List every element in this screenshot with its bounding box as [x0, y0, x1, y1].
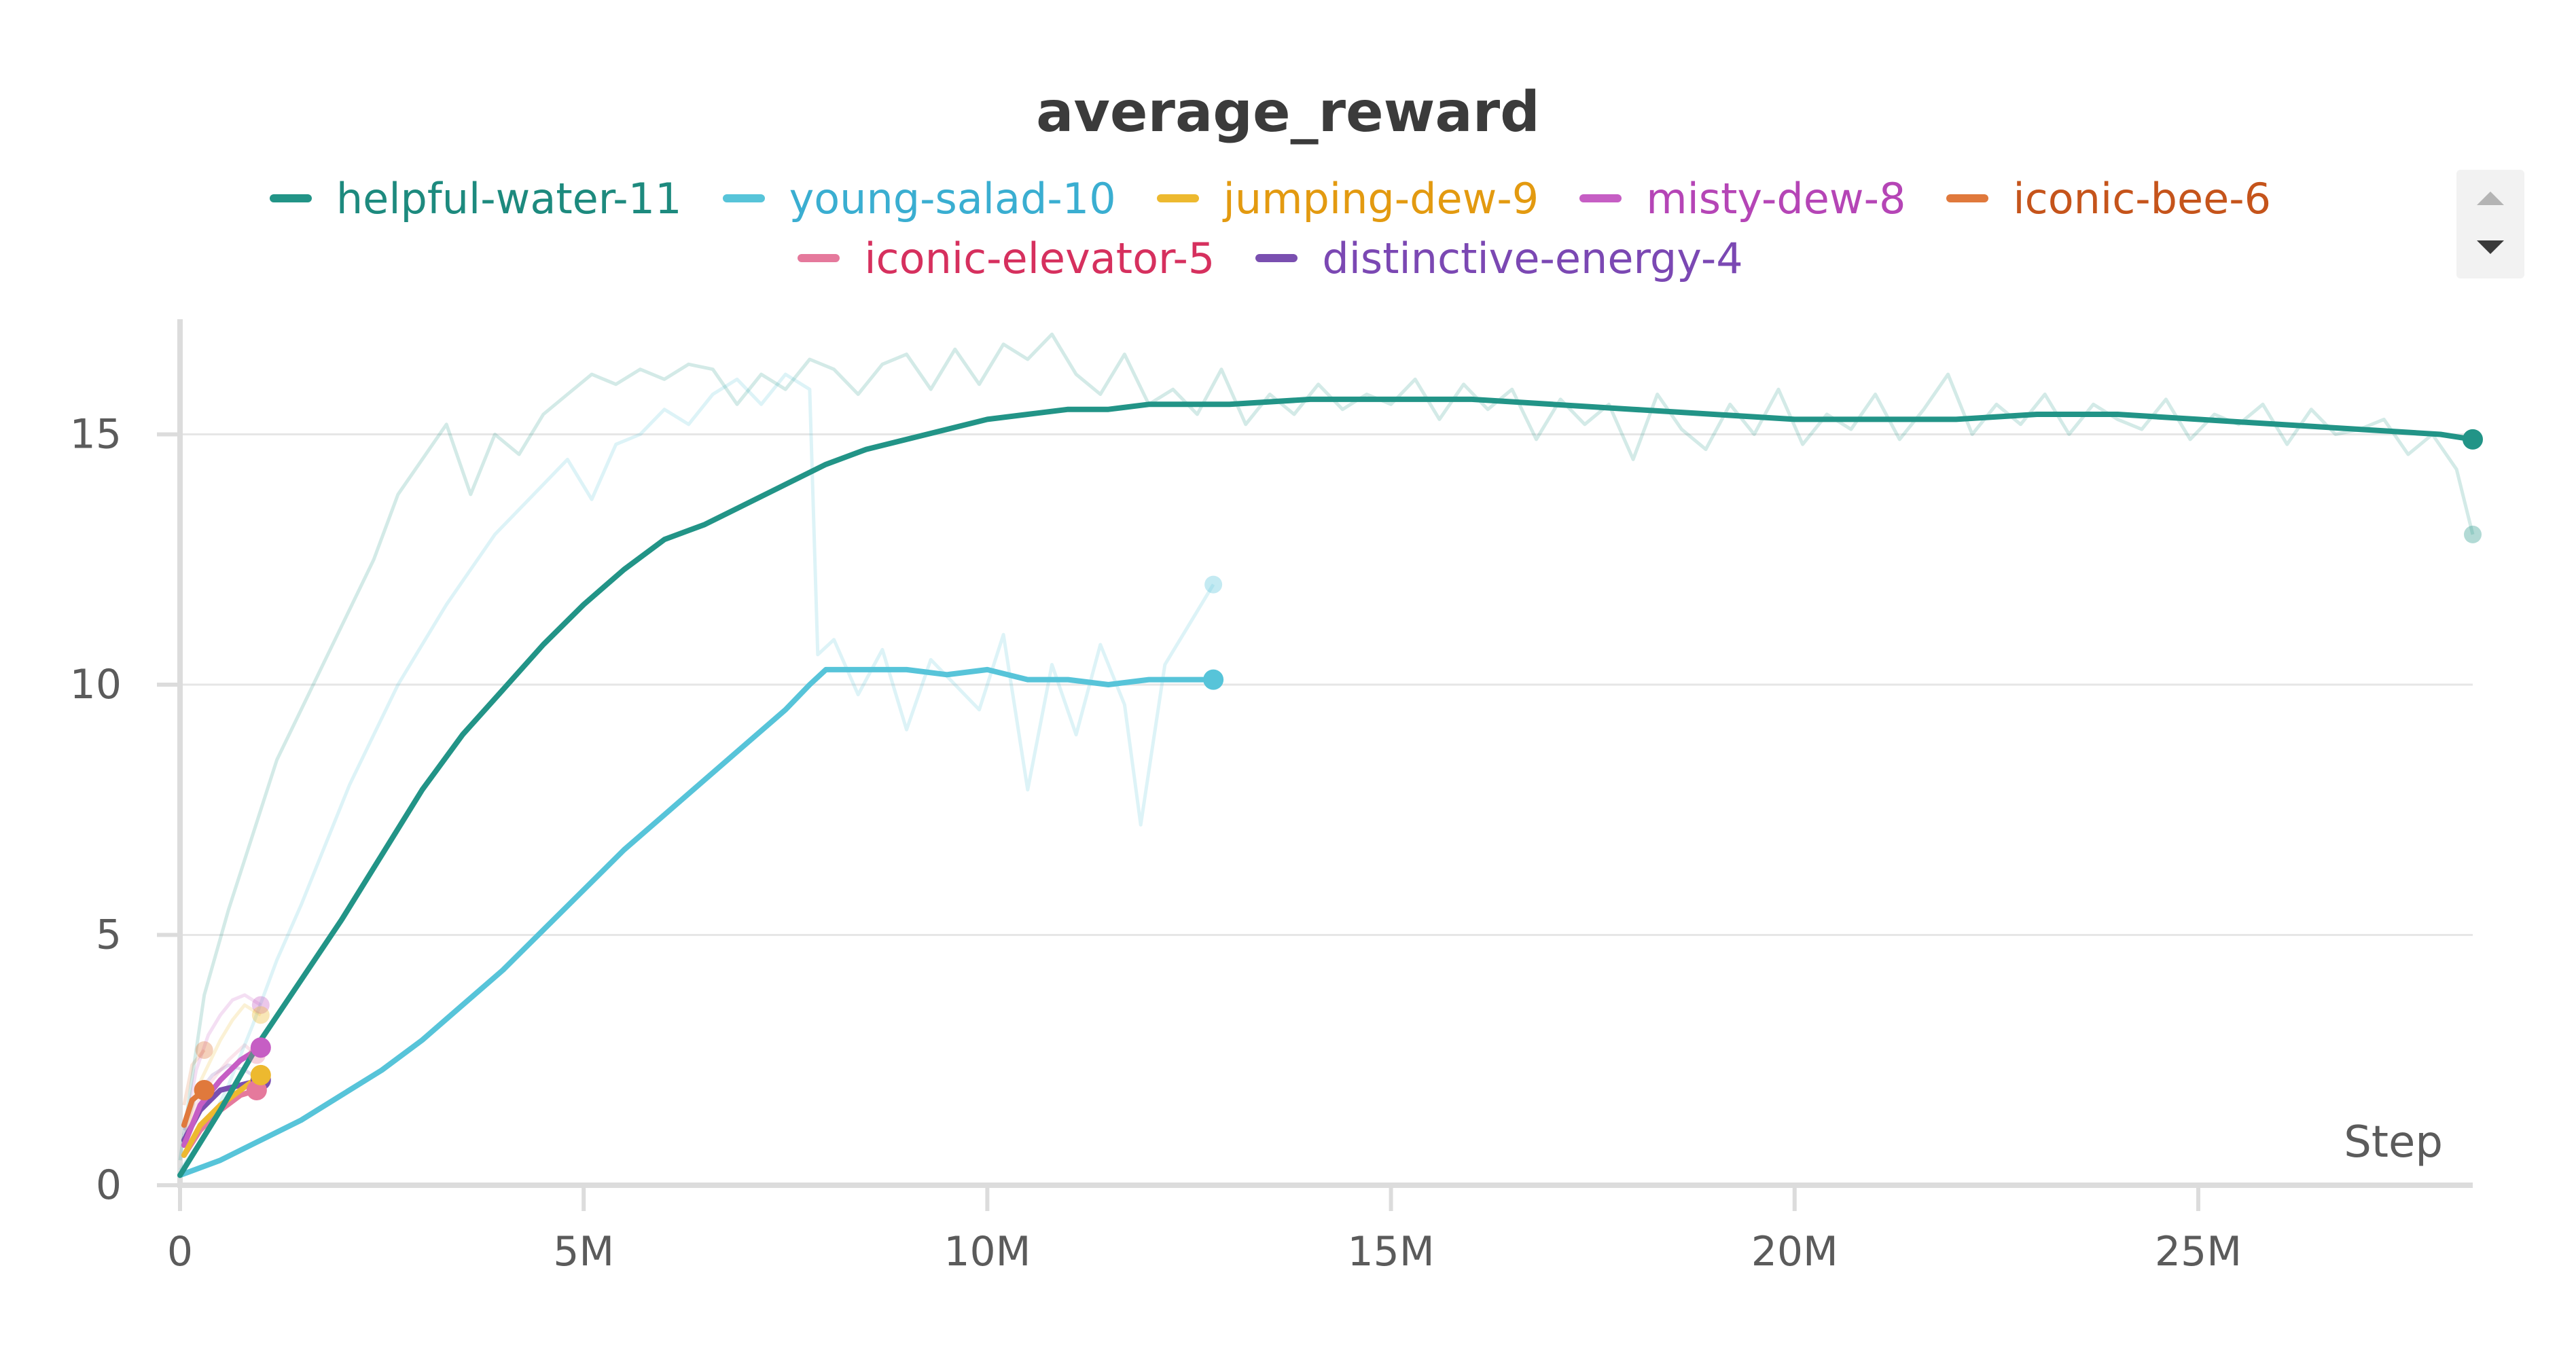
raw-end-point-jumping-dew-9 — [251, 1006, 270, 1024]
legend-item-jumping-dew-9[interactable]: jumping-dew-9 — [1156, 173, 1539, 223]
raw-line-iconic-bee-6 — [182, 1049, 206, 1106]
legend-item-iconic-bee-6[interactable]: iconic-bee-6 — [1946, 174, 2271, 223]
x-tick-label: 15M — [1348, 1228, 1435, 1276]
end-point-iconic-bee-6 — [194, 1079, 215, 1100]
end-point-helpful-water-11 — [2463, 429, 2483, 450]
grid-lines — [180, 433, 2473, 937]
legend-label: young-salad-10 — [789, 173, 1116, 223]
triangle-up-icon — [2477, 192, 2504, 205]
legend-swatch — [1156, 194, 1199, 202]
legend-item-distinctive-energy-4[interactable]: distinctive-energy-4 — [1255, 233, 1743, 283]
legend-item-young-salad-10[interactable]: young-salad-10 — [722, 173, 1116, 223]
legend-row: iconic-elevator-5 distinctive-energy-4 — [224, 228, 2316, 288]
smoothed-series-lines — [177, 396, 2475, 1178]
tick-labels: 0 5M 10M 15M 20M 25M 0 5 10 15 — [70, 411, 2242, 1276]
legend-swatch — [1946, 194, 1989, 202]
legend-label: distinctive-energy-4 — [1322, 233, 1743, 283]
x-tick-label: 25M — [2155, 1228, 2242, 1276]
line-misty-dew-8 — [181, 1045, 264, 1148]
x-tick-label: 0 — [167, 1228, 193, 1276]
legend-scroll-down-button[interactable] — [2456, 224, 2524, 278]
y-tick-label: 10 — [70, 661, 122, 708]
x-tick-label: 10M — [944, 1228, 1031, 1276]
legend: helpful-water-11 young-salad-10 jumping-de… — [224, 168, 2316, 288]
legend-scroller — [2456, 170, 2524, 278]
legend-label: iconic-elevator-5 — [864, 233, 1215, 283]
raw-line-iconic-elevator-5 — [182, 1043, 258, 1141]
axes — [157, 319, 2473, 1211]
raw-end-point-misty-dew-8 — [251, 996, 270, 1014]
legend-scroll-up-button[interactable] — [2456, 170, 2524, 224]
x-axis-label: Step — [2344, 1117, 2443, 1168]
legend-swatch — [722, 194, 765, 202]
raw-series-lines — [178, 332, 2475, 1172]
triangle-down-icon — [2477, 240, 2504, 254]
legend-item-misty-dew-8[interactable]: misty-dew-8 — [1579, 174, 1906, 223]
legend-label: jumping-dew-9 — [1223, 173, 1539, 223]
raw-end-point-young-salad-10 — [1204, 575, 1223, 594]
raw-line-young-salad-10 — [178, 372, 1215, 1172]
legend-item-helpful-water-11[interactable]: helpful-water-11 — [269, 173, 682, 223]
legend-item-iconic-elevator-5[interactable]: iconic-elevator-5 — [798, 234, 1215, 283]
end-point-young-salad-10 — [1203, 669, 1224, 690]
raw-end-point-helpful-water-11 — [2464, 525, 2482, 543]
legend-row: helpful-water-11 young-salad-10 jumping-de… — [224, 168, 2316, 228]
raw-line-misty-dew-8 — [182, 993, 262, 1136]
legend-swatch — [1579, 194, 1622, 202]
line-helpful-water-11 — [177, 396, 2475, 1178]
legend-swatch — [798, 254, 840, 262]
legend-label: misty-dew-8 — [1646, 173, 1906, 223]
chart-title: average_reward — [1036, 80, 1540, 145]
end-point-jumping-dew-9 — [250, 1064, 271, 1085]
legend-label: iconic-bee-6 — [2013, 173, 2272, 223]
x-tick-label: 20M — [1751, 1228, 1838, 1276]
y-tick-label: 5 — [96, 912, 122, 959]
x-tick-label: 5M — [553, 1228, 614, 1276]
legend-label: helpful-water-11 — [336, 173, 682, 223]
series-end-markers — [194, 429, 2483, 1100]
y-tick-label: 15 — [70, 411, 122, 458]
raw-end-point-iconic-bee-6 — [195, 1041, 213, 1060]
end-point-misty-dew-8 — [250, 1037, 271, 1058]
line-young-salad-10 — [177, 666, 1217, 1178]
raw-line-helpful-water-11 — [178, 332, 2475, 1161]
y-tick-label: 0 — [96, 1161, 122, 1209]
legend-swatch — [1255, 254, 1298, 262]
legend-swatch — [269, 194, 312, 202]
